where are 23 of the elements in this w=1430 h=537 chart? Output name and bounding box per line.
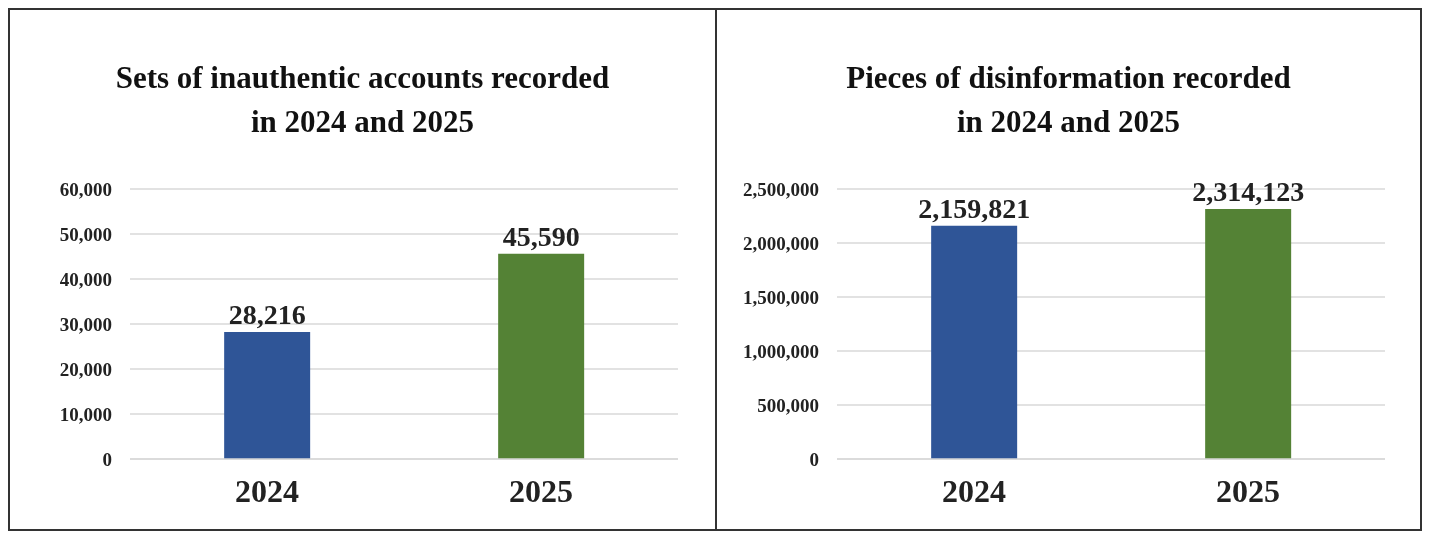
y-tick-label: 10,000	[59, 403, 112, 425]
y-tick-label: 0	[102, 448, 112, 470]
data-label: 28,216	[228, 299, 306, 331]
y-tick-label: 1,000,000	[743, 340, 819, 362]
y-tick-label: 50,000	[59, 223, 112, 245]
chart-title: Sets of inauthentic accounts recorded in 2024 and 2025	[115, 59, 610, 141]
y-tick-label: 2,500,000	[743, 178, 819, 200]
data-label: 2,314,123	[1192, 176, 1305, 208]
data-label: 2,159,821	[918, 192, 1031, 224]
y-tick-label: 60,000	[59, 178, 112, 200]
y-tick-label: 0	[809, 448, 819, 470]
x-tick-label: 2024	[235, 472, 299, 509]
x-tick-label: 2025	[1216, 472, 1280, 509]
y-tick-label: 20,000	[59, 358, 112, 380]
x-tick-label: 2024	[942, 472, 1006, 509]
y-tick-label: 1,500,000	[743, 286, 819, 308]
y-tick-label: 40,000	[59, 268, 112, 290]
y-tick-label: 2,000,000	[743, 232, 819, 254]
chart-title: Pieces of disinformation recorded in 2024 and 2025	[846, 59, 1291, 141]
data-label: 45,590	[502, 220, 580, 252]
y-tick-label: 30,000	[59, 313, 112, 335]
x-tick-label: 2025	[509, 472, 573, 509]
y-tick-label: 500,000	[757, 394, 819, 416]
